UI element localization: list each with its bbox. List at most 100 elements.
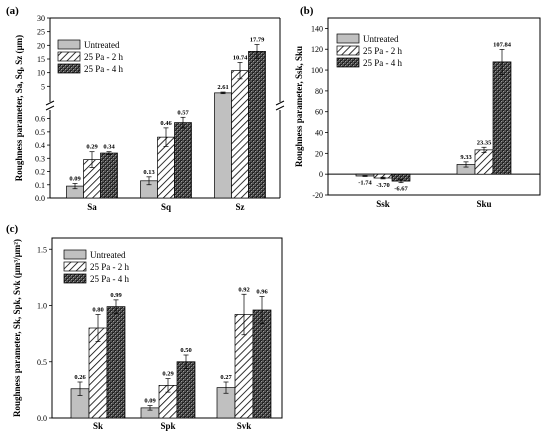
data-label: 0.26 (74, 374, 86, 381)
chart-panel-a: (a) 0.0 0.1 0.2 0.3 0.4 0.5 0.6 5 10 15 20 25 30 Rough… (6, 5, 285, 212)
y-tick-label: 80 (315, 87, 323, 96)
data-label: -1.74 (358, 180, 372, 187)
data-label: 0.96 (256, 289, 268, 296)
axis-break-mark (45, 100, 55, 106)
chart-panel-b: (b) -20 0 20 40 60 80 100 120 140 Roughness parame… (294, 5, 541, 209)
data-label: 107.84 (493, 41, 512, 48)
y-tick-label: 60 (315, 108, 323, 117)
axis-break-mark (275, 100, 285, 106)
data-label: 10.74 (233, 54, 248, 61)
bar (100, 152, 118, 199)
legend-entry: 25 Pa - 2 h (84, 52, 123, 62)
bar (214, 92, 232, 199)
y-tick-label: 0.6 (35, 115, 45, 124)
y-axis-label: Roughness parameter, Sk, Spk, Svk (µm³/µ… (12, 239, 22, 417)
x-tick-label: Sz (236, 202, 245, 212)
y-tick-label: 0.1 (35, 181, 45, 190)
bar (106, 306, 126, 419)
x-tick-label: Spk (160, 421, 175, 431)
y-tick-label: 5 (41, 82, 45, 91)
y-tick-label: -20 (312, 191, 323, 200)
y-axis-label: Roughness parameter, Ssk, Sku (294, 46, 304, 167)
data-label: 0.46 (160, 120, 172, 127)
legend-swatch (63, 273, 87, 284)
y-tick-label: 120 (311, 45, 323, 54)
y-axis-label: Roughness parameter, Sa, Sq, Sz (µm) (14, 35, 24, 181)
x-tick-label: Sq (161, 202, 171, 212)
y-tick-label: 140 (311, 24, 323, 33)
bar (248, 51, 266, 199)
y-tick-label: 0 (319, 170, 323, 179)
y-tick-label: 20 (37, 41, 45, 50)
y-tick-label: 0.0 (37, 414, 47, 423)
legend-entry: 25 Pa - 2 h (90, 262, 129, 272)
data-label: 0.29 (86, 144, 98, 151)
y-tick-label: 0.5 (37, 358, 47, 367)
data-label: 0.29 (162, 371, 174, 378)
x-tick-label: Sku (476, 199, 491, 209)
legend-entry: 25 Pa - 4 h (84, 64, 123, 74)
data-label: 0.13 (143, 169, 155, 176)
data-label: 9.33 (460, 154, 472, 161)
data-label: 0.34 (103, 144, 115, 151)
legend-swatch (336, 57, 360, 68)
y-tick-label: 10 (37, 69, 45, 78)
legend-entry: 25 Pa - 4 h (90, 274, 129, 284)
y-tick-label: 0.5 (35, 128, 45, 137)
x-tick-label: Sa (87, 202, 97, 212)
y-tick-label: 0.2 (35, 168, 45, 177)
legend-entry: Untreated (363, 34, 399, 44)
data-label: 0.92 (238, 286, 249, 293)
legend-swatch (63, 261, 87, 272)
y-tick-label: 1.5 (37, 245, 47, 254)
data-label: 0.99 (110, 292, 122, 299)
y-tick-label: 0.0 (35, 194, 45, 203)
panel-label: (c) (6, 223, 19, 235)
legend-swatch (57, 63, 81, 74)
bar (174, 122, 192, 199)
y-tick-label: 0.4 (35, 141, 45, 150)
x-tick-label: Ssk (376, 199, 390, 209)
data-label: 0.57 (177, 109, 189, 116)
legend-swatch (336, 33, 360, 44)
legend-entry: 25 Pa - 4 h (363, 58, 402, 68)
data-label: 23.35 (477, 139, 492, 146)
data-label: 2.61 (217, 84, 228, 91)
legend-entry: Untreated (84, 40, 120, 50)
legend-entry: Untreated (90, 250, 126, 260)
chart-panel-c: (c) 0.0 0.5 1.0 1.5 Roughness parameter, Sk, … (6, 223, 283, 431)
data-label: 0.09 (144, 398, 156, 405)
data-label: -3.70 (376, 182, 390, 189)
legend-swatch (63, 249, 87, 260)
bar (231, 70, 249, 199)
y-tick-label: 15 (37, 55, 45, 64)
plot-frame (327, 17, 541, 196)
x-tick-label: Sk (93, 421, 103, 431)
data-label: 17.79 (250, 37, 265, 44)
y-tick-label: 30 (37, 14, 45, 23)
panel-label: (a) (6, 5, 19, 17)
y-tick-label: 1.0 (37, 302, 47, 311)
data-label: 0.80 (92, 307, 103, 314)
x-tick-label: Svk (237, 421, 252, 431)
axis-break-mark (275, 105, 285, 111)
bar (176, 361, 196, 419)
y-tick-label: 0.3 (35, 154, 45, 163)
data-label: -6.67 (394, 186, 408, 193)
y-tick-label: 100 (311, 66, 323, 75)
legend-swatch (57, 51, 81, 62)
y-tick-label: 20 (315, 149, 323, 158)
data-label: 0.09 (69, 175, 81, 182)
data-label: 0.50 (180, 347, 191, 354)
bar (492, 61, 512, 175)
legend-swatch (336, 45, 360, 56)
y-tick-label: 25 (37, 28, 45, 37)
y-tick-label: 40 (315, 129, 323, 138)
legend-swatch (57, 39, 81, 50)
axis-break-mark (45, 105, 55, 111)
data-label: 0.27 (220, 374, 232, 381)
bar (252, 309, 272, 419)
legend-entry: 25 Pa - 2 h (363, 46, 402, 56)
bar (474, 149, 494, 175)
